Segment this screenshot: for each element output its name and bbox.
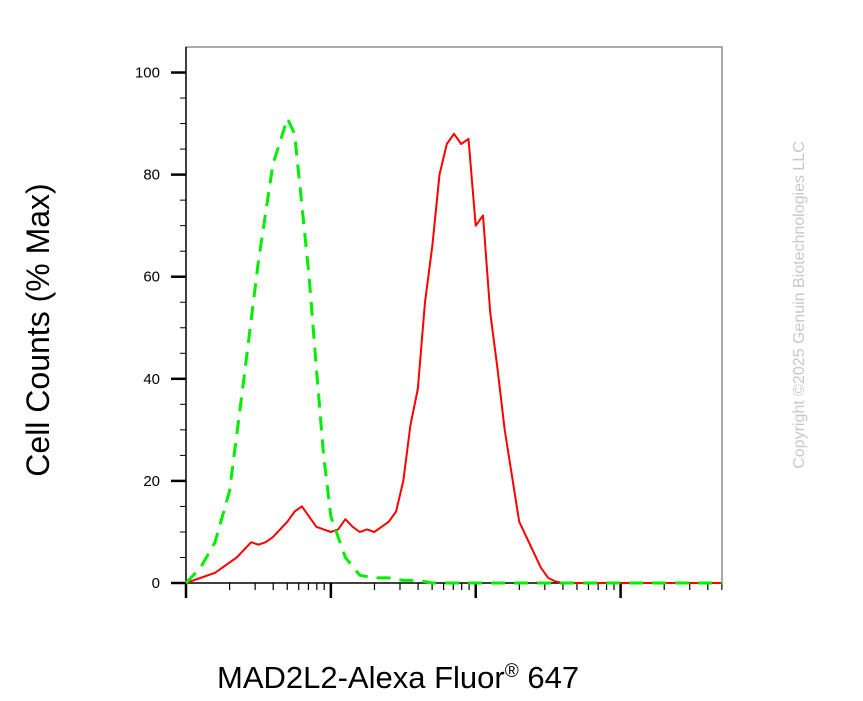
x-axis-ticks — [184, 583, 723, 598]
series-line-1 — [184, 117, 722, 585]
y-tick-label: 20 — [143, 473, 160, 490]
y-tick-label: 80 — [143, 167, 160, 184]
plot-frame — [185, 46, 723, 584]
x-axis-label: MAD2L2-Alexa Fluor® 647 — [217, 660, 579, 695]
x-axis-label-superscript: ® — [505, 661, 519, 682]
y-tick-label: 60 — [143, 269, 160, 286]
y-axis-label: Cell Counts (% Max) — [20, 183, 56, 476]
y-tick-label: 0 — [152, 575, 160, 592]
x-axis-label-main: MAD2L2-Alexa Fluor — [217, 660, 505, 695]
y-tick-label: 100 — [135, 65, 160, 82]
y-axis-ticks: 0 20 40 60 80 100 — [135, 65, 186, 592]
y-tick-label: 40 — [143, 371, 160, 388]
copyright-watermark: Copyright ©2025 Genuin Biotechnologies L… — [791, 141, 808, 469]
series-layer — [184, 117, 722, 585]
x-axis-label-suffix: 647 — [519, 660, 579, 695]
series-line-0 — [185, 132, 722, 584]
